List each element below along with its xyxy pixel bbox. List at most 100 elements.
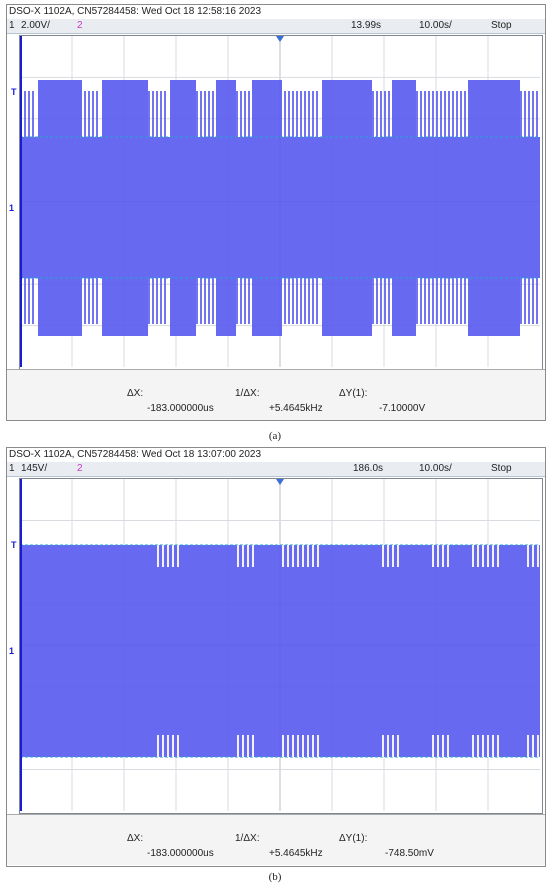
waveform-burst-upper [322,80,372,137]
waveform-notch [537,545,539,567]
waveform-spike [32,91,34,137]
scope-screen-b: DSO-X 1102A, CN57284458: Wed Oct 18 13:0… [6,447,546,867]
waveform-notch [162,735,164,757]
inverse-delta-x-label: 1/ΔX: [235,833,260,844]
waveform-spike [384,278,386,324]
waveform-burst-lower [170,278,196,336]
waveform-spike [160,278,162,324]
waveform-notch [382,545,384,567]
waveform-notch [487,735,489,757]
waveform-notch [167,735,169,757]
waveform-notch [292,545,294,567]
waveform-spike [24,278,26,324]
waveform-spike [372,91,374,137]
delta-y-value: -748.50mV [385,848,434,859]
waveform-spike [380,91,382,137]
waveform-plot-b [19,478,543,814]
waveform-spike [312,91,314,137]
waveform-core-band [20,137,540,278]
waveform-spike [428,91,430,137]
waveform-spike [384,91,386,137]
waveform-notch [252,735,254,757]
waveform-spike [416,278,418,324]
waveform-notch [492,735,494,757]
delta-x-value: -183.000000us [147,848,214,859]
waveform-svg-a [20,36,540,367]
waveform-spike [452,278,454,324]
measurement-bar-a: ΔX: -183.000000us 1/ΔX: +5.4645kHz ΔY(1)… [7,369,545,420]
waveform-burst-lower [252,278,282,336]
waveform-notch [312,545,314,567]
waveform-spike [304,91,306,137]
waveform-spike [448,278,450,324]
waveform-spike [444,91,446,137]
trigger-position-marker [276,36,284,42]
waveform-notch [247,545,249,567]
waveform-spike [288,278,290,324]
waveform-burst-lower [322,278,372,336]
waveform-spike [204,278,206,324]
waveform-notch [167,545,169,567]
waveform-spike [92,278,94,324]
waveform-notch [382,735,384,757]
ch1-scale: 145V/ [21,463,48,474]
waveform-notch [482,545,484,567]
waveform-spike [300,278,302,324]
waveform-burst-lower [392,278,416,336]
waveform-spike [148,278,150,324]
waveform-spike [388,278,390,324]
waveform-spike [292,278,294,324]
waveform-burst-upper [252,80,282,137]
waveform-burst-lower [38,278,82,336]
waveform-spike [200,91,202,137]
waveform-spike [300,91,302,137]
waveform-notch [237,545,239,567]
waveform-notch [242,735,244,757]
waveform-notch [237,735,239,757]
waveform-spike [296,278,298,324]
waveform-notch [442,545,444,567]
waveform-spike [284,278,286,324]
waveform-notch [437,545,439,567]
waveform-notch [437,735,439,757]
waveform-spike [24,91,26,137]
run-state: Stop [491,463,512,474]
waveform-burst-upper [392,80,416,137]
waveform-burst-lower [468,278,520,336]
waveform-spike [212,91,214,137]
waveform-spike [148,91,150,137]
scope-screen-a: DSO-X 1102A, CN57284458: Wed Oct 18 12:5… [6,4,546,421]
waveform-spike [152,91,154,137]
waveform-spike [212,278,214,324]
inverse-delta-x-label: 1/ΔX: [235,388,260,399]
waveform-spike [236,278,238,324]
waveform-notch [527,735,529,757]
waveform-notch [447,735,449,757]
waveform-spike [316,278,318,324]
waveform-notch [532,545,534,567]
waveform-spike [532,278,534,324]
inverse-delta-x-value: +5.4645kHz [269,403,323,414]
delta-x-label: ΔX: [127,388,144,399]
waveform-notch [177,735,179,757]
scope-status-bar-b: 1 145V/ 2 186.0s 10.00s/ Stop [7,462,545,477]
waveform-spike [536,91,538,137]
waveform-notch [317,545,319,567]
waveform-notch [532,735,534,757]
waveform-spike [528,91,530,137]
waveform-notch [302,735,304,757]
waveform-spike [240,91,242,137]
waveform-spike [160,91,162,137]
waveform-spike [200,278,202,324]
waveform-notch [497,735,499,757]
waveform-plot-a [19,35,543,370]
waveform-spike [248,91,250,137]
waveform-notch [287,545,289,567]
waveform-spike [88,91,90,137]
waveform-spike [456,91,458,137]
waveform-spike [464,91,466,137]
waveform-burst-upper [468,80,520,137]
waveform-burst-upper [38,80,82,137]
waveform-notch [497,545,499,567]
waveform-spike [376,91,378,137]
